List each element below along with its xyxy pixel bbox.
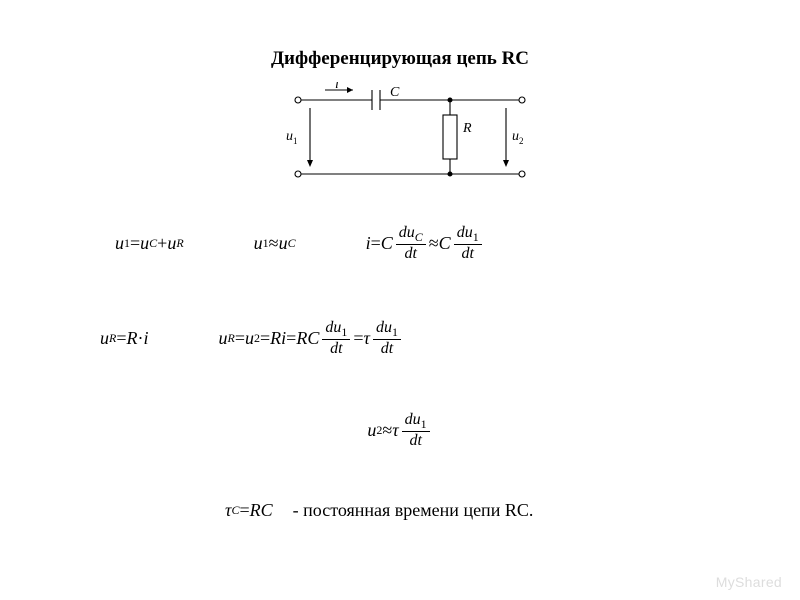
- tau-caption: - постоянная времени цепи RC.: [293, 500, 534, 521]
- page-title: Дифференцирующая цепь RC: [0, 48, 800, 70]
- label-c: C: [390, 85, 400, 100]
- eq-u2-approx: u2 ≈ τ du1dt: [367, 412, 432, 449]
- watermark: MyShared: [716, 574, 782, 590]
- label-i: i: [335, 82, 339, 92]
- eq-tau-rc: τC = RC: [225, 500, 273, 521]
- equation-row-2: uR = R · i uR = u2 = Ri = RC du1dt = τ d…: [100, 320, 404, 357]
- eq-i-current: i = C duCdt ≈ C du1dt: [366, 225, 485, 262]
- label-u1: u1: [286, 129, 298, 146]
- circuit-diagram: i C R u1 u2: [280, 82, 540, 187]
- equation-row-3: u2 ≈ τ du1dt: [0, 412, 800, 449]
- label-r: R: [462, 121, 472, 136]
- equation-row-4: τC = RC - постоянная времени цепи RC.: [225, 500, 533, 521]
- eq-ur-chain: uR = u2 = Ri = RC du1dt = τ du1dt: [219, 320, 404, 357]
- eq-u1-sum: u1 = uC + uR: [115, 233, 184, 254]
- eq-u1-approx-uc: u1 ≈ uC: [254, 233, 296, 254]
- equation-row-1: u1 = uC + uR u1 ≈ uC i = C duCdt ≈ C du1…: [115, 225, 485, 262]
- eq-ur-ri: uR = R · i: [100, 328, 149, 349]
- label-u2: u2: [512, 129, 524, 146]
